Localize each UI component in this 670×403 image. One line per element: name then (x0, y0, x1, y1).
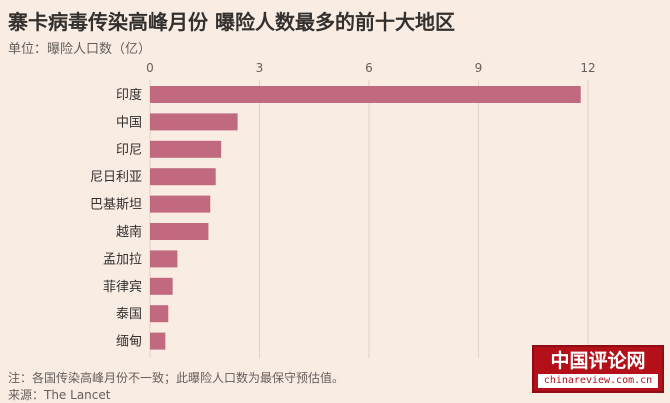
category-label: 印尼 (116, 143, 142, 158)
bar (150, 277, 173, 295)
bar (150, 113, 238, 131)
chart-subtitle: 单位：曝险人口数（亿） (8, 42, 152, 57)
category-label: 泰国 (116, 307, 142, 322)
bar (150, 168, 216, 186)
bar (150, 250, 178, 268)
watermark-text: 中国评论网 (550, 350, 646, 372)
bar (150, 305, 169, 323)
source-label: 来源：The Lancet (8, 388, 111, 402)
chart-title: 寨卡病毒传染高峰月份 曝险人数最多的前十大地区 (8, 10, 455, 34)
bar (150, 140, 222, 158)
watermark-url: chinareview.com.cn (538, 374, 658, 388)
x-tick-label: 6 (365, 61, 373, 75)
bar (150, 332, 166, 350)
category-label: 中国 (116, 115, 142, 130)
footnote: 注：各国传染高峰月份不一致；此曝险人口数为最保守预估值。 (8, 371, 345, 385)
bar (150, 195, 211, 213)
category-label: 印度 (116, 87, 142, 103)
category-label: 缅甸 (116, 335, 142, 350)
category-label: 越南 (116, 224, 142, 240)
watermark-logo: 中国评论网 chinareview.com.cn (532, 345, 664, 393)
category-label: 尼日利亚 (90, 170, 142, 185)
x-tick-label: 12 (580, 61, 595, 75)
x-tick-label: 3 (256, 61, 264, 75)
category-label: 巴基斯坦 (90, 198, 142, 213)
x-tick-label: 0 (146, 61, 154, 75)
bar (150, 86, 581, 103)
category-label: 菲律宾 (103, 279, 142, 295)
category-label: 孟加拉 (103, 252, 142, 267)
x-tick-label: 9 (475, 61, 483, 75)
bar (150, 223, 209, 240)
